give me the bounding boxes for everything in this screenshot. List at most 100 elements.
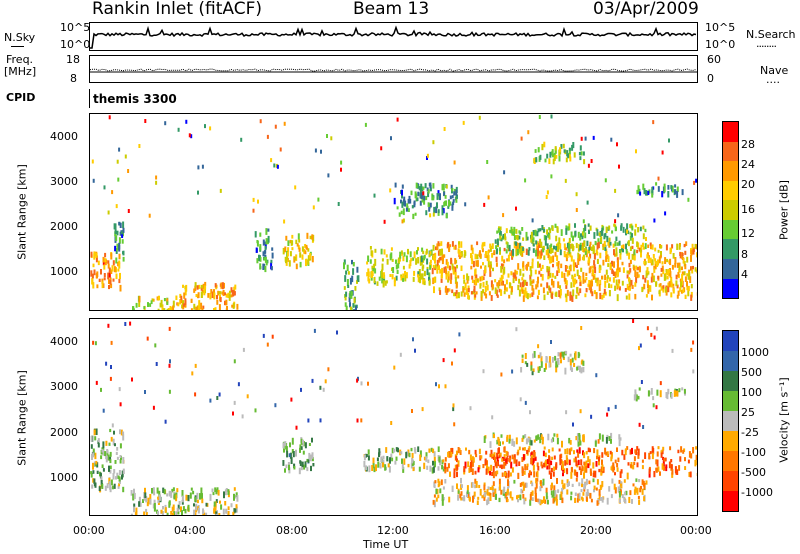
- heatmap-cell: [399, 251, 402, 259]
- heatmap-cell: [423, 456, 426, 461]
- heatmap-cell: [593, 260, 596, 266]
- heatmap-cell: [397, 257, 400, 265]
- heatmap-cell: [265, 238, 268, 245]
- heatmap-cell: [534, 492, 537, 500]
- heatmap-cell: [509, 252, 511, 256]
- heatmap-cell: [583, 488, 586, 492]
- heatmap-cell: [616, 257, 619, 263]
- heatmap-cell: [585, 451, 588, 455]
- heatmap-cell: [224, 300, 226, 306]
- heatmap-cell: [586, 489, 589, 495]
- heatmap-cell: [95, 380, 98, 385]
- heatmap-cell: [618, 439, 621, 447]
- heatmap-cell: [558, 448, 561, 452]
- heatmap-cell: [660, 286, 663, 291]
- heatmap-cell: [622, 244, 625, 249]
- heatmap-cell: [614, 219, 617, 224]
- heatmap-cell: [94, 452, 97, 460]
- heatmap-cell: [627, 230, 630, 235]
- heatmap-cell: [499, 236, 502, 240]
- heatmap-cell: [566, 252, 569, 258]
- heatmap-cell: [298, 247, 301, 252]
- heatmap-cell: [612, 277, 615, 283]
- heatmap-cell: [195, 306, 198, 310]
- heatmap-cell: [419, 189, 422, 194]
- heatmap-cell: [558, 237, 561, 244]
- heatmap-cell: [626, 223, 629, 230]
- heatmap-cell: [566, 458, 569, 464]
- heatmap-cell: [443, 191, 446, 197]
- velocity-cbtick-25: 25: [741, 406, 755, 419]
- heatmap-cell: [429, 251, 432, 255]
- heatmap-cell: [521, 482, 523, 486]
- heatmap-cell: [563, 272, 566, 278]
- heatmap-cell: [578, 434, 581, 441]
- heatmap-cell: [366, 272, 369, 277]
- heatmap-cell: [652, 403, 655, 408]
- heatmap-cell: [513, 241, 516, 249]
- heatmap-cell: [589, 468, 592, 474]
- heatmap-cell: [519, 248, 522, 255]
- heatmap-cell: [605, 248, 608, 255]
- heatmap-cell: [311, 452, 314, 459]
- heatmap-cell: [283, 121, 286, 126]
- heatmap-cell: [629, 449, 632, 455]
- heatmap-cell: [214, 487, 217, 492]
- heatmap-cell: [489, 487, 492, 490]
- heatmap-cell: [409, 198, 412, 204]
- heatmap-cell: [157, 308, 160, 310]
- heatmap-cell: [413, 270, 416, 276]
- heatmap-cell: [493, 250, 496, 255]
- heatmap-cell: [91, 159, 94, 164]
- heatmap-cell: [498, 280, 501, 285]
- heatmap-cell: [183, 292, 186, 299]
- heatmap-cell: [289, 239, 292, 244]
- heatmap-cell: [408, 195, 411, 200]
- heatmap-cell: [150, 300, 153, 305]
- heatmap-cell: [236, 495, 239, 502]
- heatmap-cell: [460, 265, 463, 271]
- velocity-cbtick-neg1000: -1000: [741, 486, 773, 499]
- heatmap-cell: [444, 462, 447, 470]
- heatmap-cell: [442, 183, 445, 191]
- heatmap-cell: [259, 244, 262, 251]
- heatmap-cell: [121, 232, 124, 238]
- heatmap-cell: [447, 279, 450, 283]
- heatmap-cell: [569, 358, 572, 366]
- heatmap-cell: [187, 495, 190, 502]
- heatmap-cell: [288, 464, 290, 471]
- heatmap-cell: [306, 232, 309, 239]
- heatmap-cell: [194, 496, 197, 502]
- heatmap-cell: [149, 498, 152, 505]
- heatmap-cell: [428, 276, 430, 281]
- heatmap-cell: [436, 489, 439, 494]
- heatmap-cell: [546, 190, 549, 195]
- heatmap-cell: [351, 275, 354, 283]
- heatmap-cell: [383, 249, 386, 255]
- heatmap-cell: [417, 183, 420, 189]
- heatmap-cell: [664, 211, 667, 216]
- velocity-panel: [89, 318, 698, 516]
- heatmap-cell: [428, 279, 431, 285]
- heatmap-cell: [671, 244, 674, 249]
- heatmap-cell: [401, 252, 404, 256]
- heatmap-cell: [603, 288, 606, 295]
- heatmap-cell: [312, 205, 315, 210]
- heatmap-cell: [557, 268, 560, 273]
- heatmap-cell: [360, 418, 363, 423]
- heatmap-cell: [109, 280, 112, 285]
- heatmap-cell: [662, 446, 665, 451]
- heatmap-cell: [478, 115, 481, 120]
- heatmap-cell: [356, 418, 359, 423]
- heatmap-cell: [201, 493, 203, 500]
- heatmap-cell: [649, 257, 652, 264]
- heatmap-cell: [669, 258, 672, 266]
- heatmap-cell: [574, 470, 577, 476]
- heatmap-cell: [620, 491, 622, 496]
- heatmap-cell: [540, 484, 543, 489]
- heatmap-cell: [519, 242, 522, 249]
- power-cbtick-20: 20: [741, 178, 755, 191]
- heatmap-cell: [433, 451, 436, 457]
- heatmap-cell: [419, 192, 422, 199]
- heatmap-cell: [524, 434, 527, 438]
